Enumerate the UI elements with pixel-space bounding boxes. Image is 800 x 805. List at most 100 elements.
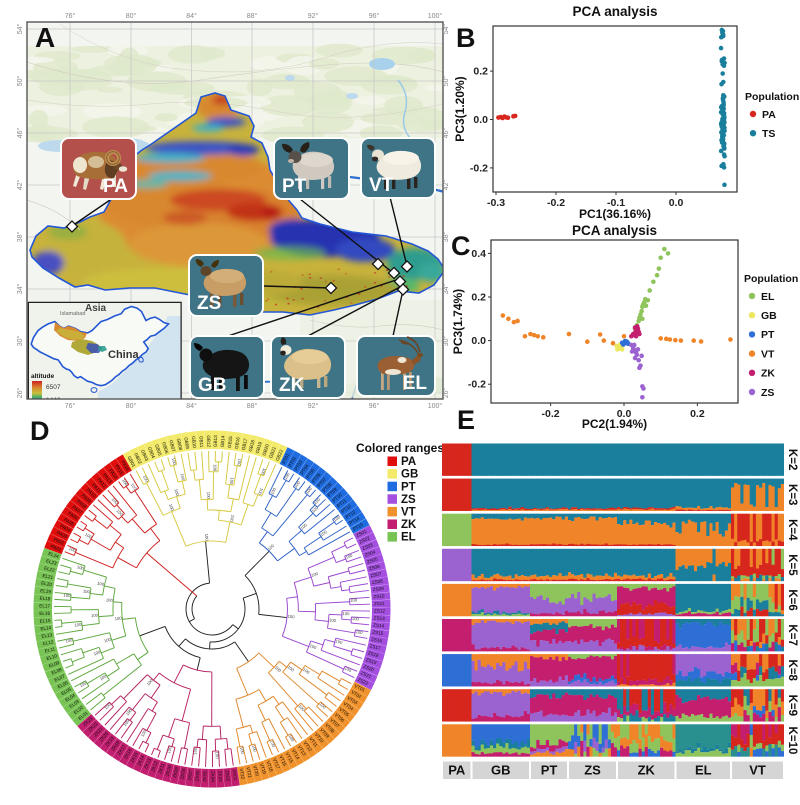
- svg-text:84°: 84°: [186, 402, 197, 410]
- svg-text:TS: TS: [762, 128, 775, 140]
- svg-text:100: 100: [91, 613, 99, 619]
- svg-text:-0.2: -0.2: [470, 162, 488, 174]
- svg-text:100: 100: [114, 615, 122, 621]
- svg-text:-0.1: -0.1: [607, 197, 625, 209]
- svg-text:GB13: GB13: [213, 435, 218, 447]
- svg-text:ZK: ZK: [279, 375, 305, 396]
- svg-text:100: 100: [350, 597, 358, 602]
- svg-text:K=7: K=7: [786, 624, 798, 645]
- svg-text:ZK02: ZK02: [225, 770, 231, 782]
- svg-text:China: China: [108, 349, 139, 361]
- svg-text:100: 100: [342, 611, 350, 616]
- svg-text:VT: VT: [749, 763, 766, 778]
- svg-text:GB: GB: [401, 469, 418, 481]
- svg-text:100: 100: [204, 533, 210, 541]
- svg-text:100: 100: [352, 616, 360, 622]
- svg-text:ZS12: ZS12: [374, 608, 385, 613]
- svg-text:PC3(1.74%): PC3(1.74%): [451, 289, 465, 354]
- svg-text:38°: 38°: [442, 232, 450, 243]
- svg-text:PT: PT: [541, 763, 558, 778]
- svg-text:0.2: 0.2: [471, 292, 486, 304]
- svg-text:altitude: altitude: [31, 373, 54, 380]
- svg-text:50°: 50°: [16, 76, 24, 87]
- svg-text:100: 100: [206, 492, 211, 500]
- svg-text:42°: 42°: [442, 180, 450, 191]
- svg-text:84°: 84°: [186, 12, 197, 20]
- svg-text:ZS11: ZS11: [374, 601, 385, 606]
- svg-text:PA: PA: [401, 456, 416, 468]
- svg-text:0.0: 0.0: [471, 335, 486, 347]
- svg-text:ZK: ZK: [638, 763, 656, 778]
- svg-text:6507: 6507: [46, 384, 61, 391]
- svg-text:96°: 96°: [369, 12, 380, 20]
- svg-text:0.0: 0.0: [669, 197, 684, 209]
- svg-text:Islamabad: Islamabad: [60, 311, 85, 317]
- svg-text:B: B: [456, 23, 476, 53]
- svg-text:54°: 54°: [16, 24, 24, 35]
- svg-text:100: 100: [63, 593, 71, 599]
- svg-text:-0.2: -0.2: [468, 379, 486, 391]
- svg-text:ZK05: ZK05: [202, 770, 207, 782]
- svg-text:PT: PT: [761, 329, 775, 341]
- svg-text:VT: VT: [761, 348, 775, 360]
- svg-text:PA: PA: [448, 763, 466, 778]
- svg-text:26°: 26°: [16, 388, 24, 399]
- svg-text:K=5: K=5: [786, 554, 798, 576]
- svg-text:ZS13: ZS13: [374, 615, 386, 621]
- svg-text:0.0: 0.0: [617, 408, 632, 420]
- svg-text:100: 100: [287, 614, 295, 620]
- svg-text:0.4: 0.4: [471, 248, 486, 260]
- svg-text:30°: 30°: [16, 336, 24, 347]
- svg-text:GB14: GB14: [220, 435, 226, 447]
- svg-text:GB12: GB12: [206, 435, 211, 447]
- svg-text:K=3: K=3: [786, 484, 798, 505]
- svg-text:GB: GB: [761, 310, 777, 322]
- svg-text:100: 100: [212, 464, 217, 472]
- svg-text:VT: VT: [401, 507, 416, 519]
- svg-text:EL17: EL17: [39, 603, 50, 608]
- svg-text:80°: 80°: [126, 12, 137, 20]
- svg-text:EL: EL: [761, 291, 775, 303]
- svg-text:PT: PT: [282, 176, 307, 197]
- svg-text:30°: 30°: [442, 336, 450, 347]
- svg-text:46°: 46°: [442, 128, 450, 139]
- svg-text:PCA analysis: PCA analysis: [572, 223, 657, 238]
- svg-text:GB: GB: [198, 375, 227, 396]
- svg-text:E: E: [457, 405, 475, 435]
- svg-text:PC2(1.94%): PC2(1.94%): [582, 417, 647, 431]
- svg-text:Population: Population: [744, 273, 798, 285]
- svg-text:PA: PA: [103, 176, 128, 197]
- svg-text:100: 100: [229, 477, 235, 485]
- svg-text:100: 100: [192, 747, 198, 755]
- svg-text:K=9: K=9: [786, 695, 798, 716]
- svg-text:50°: 50°: [442, 76, 450, 87]
- svg-text:100: 100: [83, 588, 91, 594]
- svg-text:Asia: Asia: [85, 303, 107, 314]
- svg-text:ZK: ZK: [401, 519, 417, 531]
- svg-text:K=4: K=4: [786, 519, 798, 541]
- svg-text:100: 100: [215, 751, 220, 759]
- svg-text:ZS: ZS: [761, 387, 774, 399]
- svg-text:100: 100: [74, 622, 82, 628]
- svg-text:34°: 34°: [16, 284, 24, 295]
- svg-text:100: 100: [329, 617, 337, 623]
- svg-text:100: 100: [106, 597, 114, 603]
- svg-text:0.2: 0.2: [473, 66, 488, 78]
- svg-text:VT: VT: [369, 175, 394, 196]
- svg-text:K=2: K=2: [786, 449, 798, 470]
- svg-text:ZK: ZK: [761, 368, 775, 380]
- svg-text:GB11: GB11: [198, 436, 204, 448]
- svg-text:92°: 92°: [308, 12, 319, 20]
- svg-text:EL: EL: [401, 532, 416, 544]
- svg-text:GB: GB: [491, 763, 511, 778]
- svg-text:PC1(36.16%): PC1(36.16%): [579, 207, 651, 221]
- svg-text:ZS10: ZS10: [373, 593, 385, 599]
- svg-text:76°: 76°: [65, 402, 76, 410]
- svg-text:88°: 88°: [247, 12, 258, 20]
- svg-text:-0.2: -0.2: [547, 197, 565, 209]
- svg-text:-0.3: -0.3: [487, 197, 505, 209]
- svg-text:ZK06: ZK06: [195, 770, 201, 782]
- svg-text:K=6: K=6: [786, 589, 798, 610]
- svg-text:EL: EL: [695, 763, 712, 778]
- svg-text:ZK03: ZK03: [217, 771, 223, 783]
